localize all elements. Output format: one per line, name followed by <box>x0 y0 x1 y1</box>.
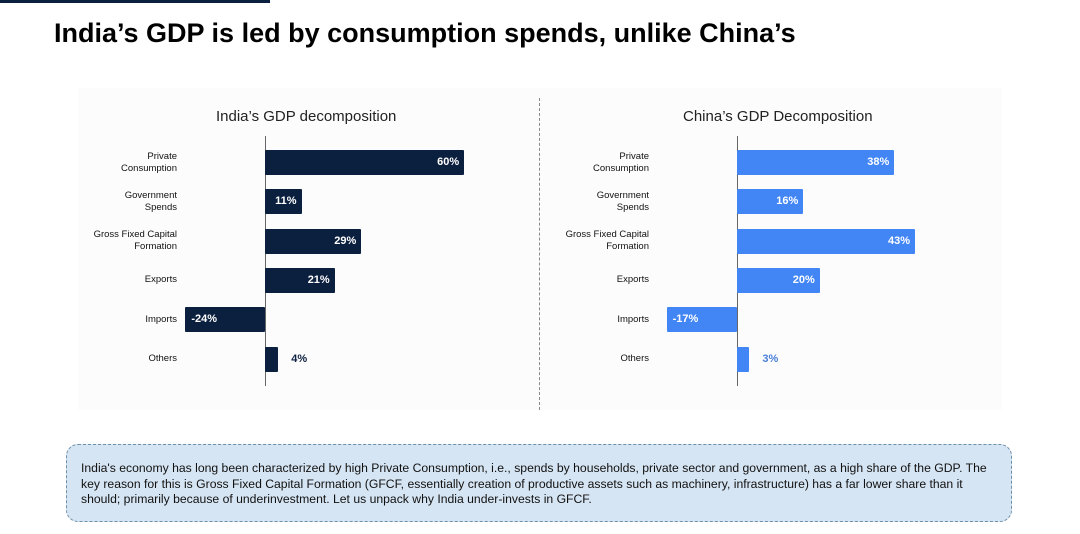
india-bar <box>185 307 265 333</box>
india-value-label: 29% <box>334 234 357 247</box>
summary-callout-text: India's economy has long been characteri… <box>81 461 987 506</box>
china-bar <box>737 228 916 254</box>
china-chart-title: China’s GDP Decomposition <box>683 108 873 125</box>
china-category-label: Gross Fixed Capital Formation <box>565 229 649 253</box>
china-bar <box>737 346 750 372</box>
chart-divider <box>539 98 540 410</box>
india-bar <box>265 189 302 215</box>
china-value-label: 20% <box>792 273 815 286</box>
india-value-label: 21% <box>307 273 330 286</box>
china-zero-axis <box>737 136 738 386</box>
summary-callout: India's economy has long been characteri… <box>66 444 1012 522</box>
china-bar <box>666 307 737 333</box>
india-value-label: 60% <box>437 156 460 168</box>
india-category-label: Government Spends <box>124 189 177 213</box>
china-value-label: -17% <box>672 313 699 326</box>
india-value-label: 11% <box>275 195 297 208</box>
india-bar <box>265 267 335 293</box>
china-category-label: Private Consumption <box>593 150 649 174</box>
china-value-label: 43% <box>887 234 911 247</box>
china-value-label: 16% <box>776 195 799 208</box>
india-category-label: Others <box>148 353 177 364</box>
china-value-label: 3% <box>762 352 779 365</box>
india-zero-axis <box>265 136 266 386</box>
china-bar <box>737 150 895 175</box>
india-bar <box>265 150 465 175</box>
china-category-label: Others <box>620 353 649 364</box>
india-category-label: Gross Fixed Capital Formation <box>93 229 177 253</box>
china-category-label: Exports <box>616 274 649 286</box>
india-bar <box>265 346 279 372</box>
header-accent-bar <box>0 0 270 3</box>
india-chart-title: India’s GDP decomposition <box>216 108 397 125</box>
china-value-label: 38% <box>867 156 890 168</box>
india-value-label: -24% <box>191 313 217 326</box>
china-category-label: Imports <box>617 313 649 325</box>
china-bar <box>737 267 820 293</box>
india-category-label: Private Consumption <box>121 150 177 174</box>
china-bar <box>737 189 804 215</box>
china-category-label: Government Spends <box>596 189 649 213</box>
india-category-label: Imports <box>145 313 177 325</box>
page-title: India’s GDP is led by consumption spends… <box>54 18 796 48</box>
india-bar <box>265 228 362 254</box>
india-value-label: 4% <box>291 352 308 365</box>
india-category-label: Exports <box>144 274 177 286</box>
